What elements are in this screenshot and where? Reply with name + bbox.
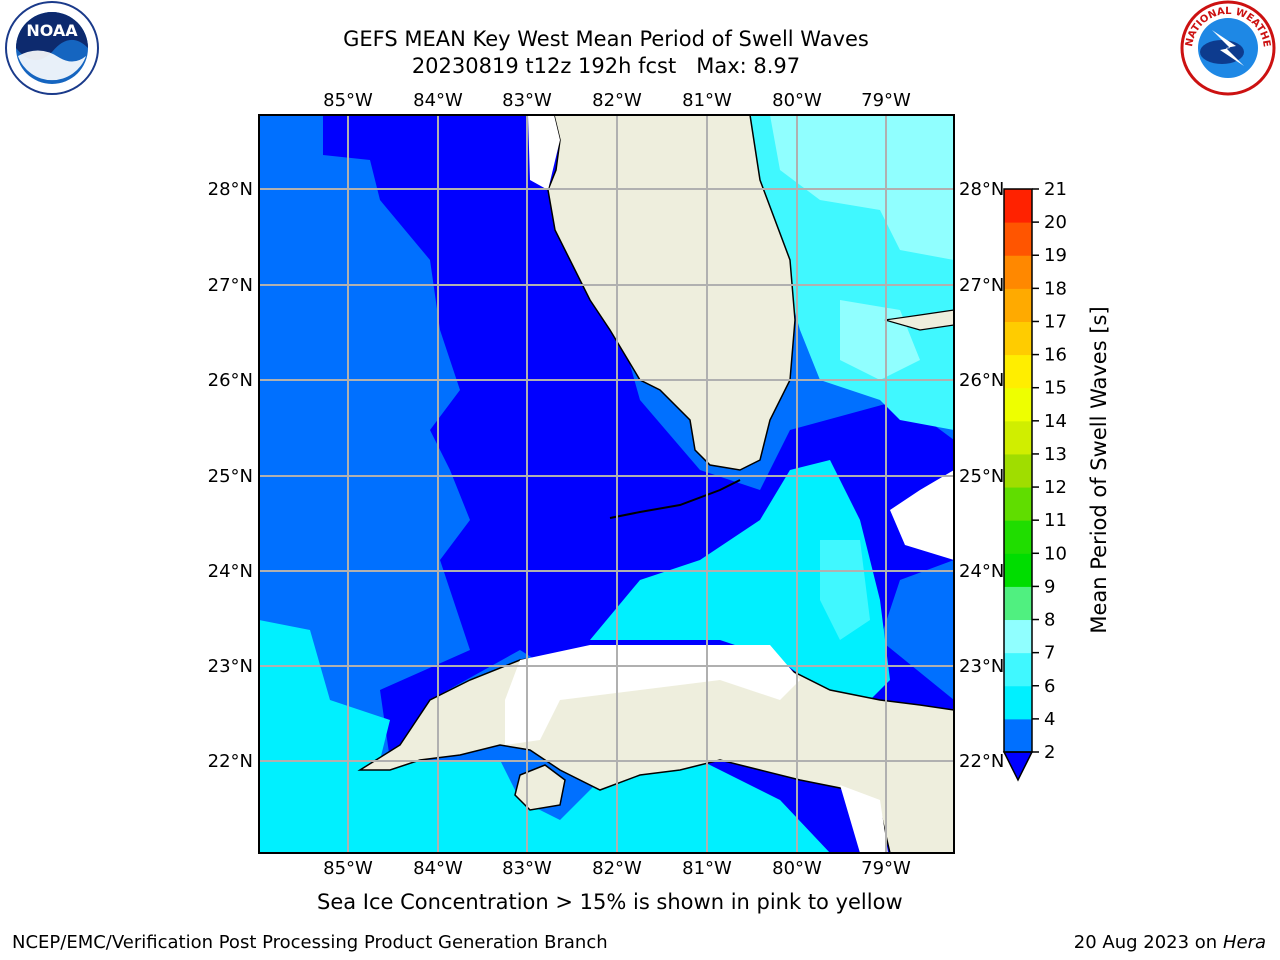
date-value: 20 Aug 2023 on — [1073, 932, 1218, 953]
lat-label-left: 28°N — [208, 179, 253, 200]
colorbar-under-arrow — [1002, 751, 1034, 782]
lon-label-bottom: 83°W — [502, 858, 552, 879]
lon-label-bottom: 82°W — [592, 858, 642, 879]
colorbar-tick-label: 11 — [1044, 510, 1067, 531]
colorbar-tick-label: 13 — [1044, 444, 1067, 465]
colorbar-tick-label: 2 — [1044, 742, 1055, 763]
colorbar-segment — [1004, 520, 1032, 554]
colorbar-tick-label: 16 — [1044, 345, 1067, 366]
lat-label-right: 22°N — [959, 751, 1004, 772]
colorbar-segment — [1004, 453, 1032, 488]
machine-name: Hera — [1222, 932, 1266, 953]
lon-label-top: 82°W — [592, 90, 642, 111]
colorbar-tick-label: 7 — [1044, 643, 1055, 664]
colorbar-tick-label: 19 — [1044, 245, 1067, 266]
colorbar-segment — [1004, 354, 1032, 389]
colorbar-segment — [1004, 487, 1032, 521]
lon-label-top: 81°W — [682, 90, 732, 111]
lat-label-left: 26°N — [208, 370, 253, 391]
lon-label-bottom: 84°W — [413, 858, 463, 879]
colorbar-segment — [1004, 222, 1032, 256]
map-title: GEFS MEAN Key West Mean Period of Swell … — [343, 27, 869, 51]
colorbar-segment — [1004, 255, 1032, 289]
colorbar-segment — [1004, 189, 1032, 223]
lon-label-bottom: 81°W — [682, 858, 732, 879]
lat-label-left: 24°N — [208, 561, 253, 582]
colorbar: 2 4 6 7 8 9 10 11 12 13 14 15 16 17 18 19 20 21 — [1002, 179, 1067, 782]
lat-label-right: 28°N — [959, 179, 1004, 200]
lat-label-left: 22°N — [208, 751, 253, 772]
lat-label-left: 25°N — [208, 466, 253, 487]
lon-label-top: 79°W — [861, 90, 911, 111]
colorbar-tick-label: 17 — [1044, 311, 1067, 332]
colorbar-segment — [1004, 685, 1032, 720]
nws-logo: NATIONAL WEATHER SERVICE — [0, 0, 1276, 96]
lat-label-right: 24°N — [959, 561, 1004, 582]
colorbar-tick-label: 18 — [1044, 278, 1067, 299]
lat-label-right: 27°N — [959, 275, 1004, 296]
lon-labels: 85°W 84°W 83°W 82°W 81°W 80°W 79°W 85°W … — [323, 90, 911, 879]
date-text: 20 Aug 2023 on Hera — [1074, 932, 1266, 953]
colorbar-tick-label: 12 — [1044, 477, 1067, 498]
lat-label-right: 25°N — [959, 466, 1004, 487]
sea-ice-note: Sea Ice Concentration > 15% is shown in … — [317, 890, 903, 914]
nws-logo-text: NATIONAL WEATHER SERVICE — [0, 0, 1272, 48]
map-subtitle: 20230819 t12z 192h fcst Max: 8.97 — [411, 54, 801, 78]
lon-label-bottom: 85°W — [323, 858, 373, 879]
colorbar-segment — [1004, 288, 1032, 322]
map-gridlines — [259, 115, 954, 853]
colorbar-segment — [1004, 652, 1032, 687]
colorbar-tick-label: 15 — [1044, 378, 1067, 399]
map-frame — [258, 114, 955, 854]
colorbar-label: Mean Period of Swell Waves [s] — [1087, 306, 1111, 633]
colorbar-segment — [1004, 619, 1032, 654]
colorbar-tick-label: 10 — [1044, 543, 1067, 564]
colorbar-tick-label: 14 — [1044, 411, 1067, 432]
noaa-logo-text: NOAA — [26, 21, 78, 40]
colorbar-segment — [1004, 420, 1032, 455]
lon-label-top: 85°W — [323, 90, 373, 111]
lat-label-left: 27°N — [208, 275, 253, 296]
lon-label-top: 84°W — [413, 90, 463, 111]
lon-label-bottom: 80°W — [772, 858, 822, 879]
colorbar-tick-label: 6 — [1044, 676, 1055, 697]
colorbar-segment — [1004, 718, 1032, 753]
colorbar-segment — [1004, 553, 1032, 587]
noaa-logo: NOAA — [5, 1, 99, 95]
colorbar-tick-label: 9 — [1044, 576, 1055, 597]
map-panel: 85°W 84°W 83°W 82°W 81°W 80°W 79°W 85°W … — [208, 90, 1005, 879]
lon-label-top: 80°W — [772, 90, 822, 111]
lon-label-top: 83°W — [502, 90, 552, 111]
colorbar-frame — [1003, 188, 1033, 753]
colorbar-tick-label: 21 — [1044, 179, 1067, 200]
lat-label-left: 23°N — [208, 656, 253, 677]
lat-label-right: 26°N — [959, 370, 1004, 391]
colorbar-segment — [1004, 586, 1032, 621]
credit-text: NCEP/EMC/Verification Post Processing Pr… — [12, 932, 608, 953]
colorbar-tick-label: 4 — [1044, 709, 1055, 730]
colorbar-segment — [1004, 321, 1032, 356]
lat-labels: 28°N 27°N 26°N 25°N 24°N 23°N 22°N 28°N … — [208, 179, 1005, 772]
colorbar-segment — [1004, 387, 1032, 422]
colorbar-tick-label: 8 — [1044, 610, 1055, 631]
lon-label-bottom: 79°W — [861, 858, 911, 879]
colorbar-tick-label: 20 — [1044, 212, 1067, 233]
lat-label-right: 23°N — [959, 656, 1004, 677]
